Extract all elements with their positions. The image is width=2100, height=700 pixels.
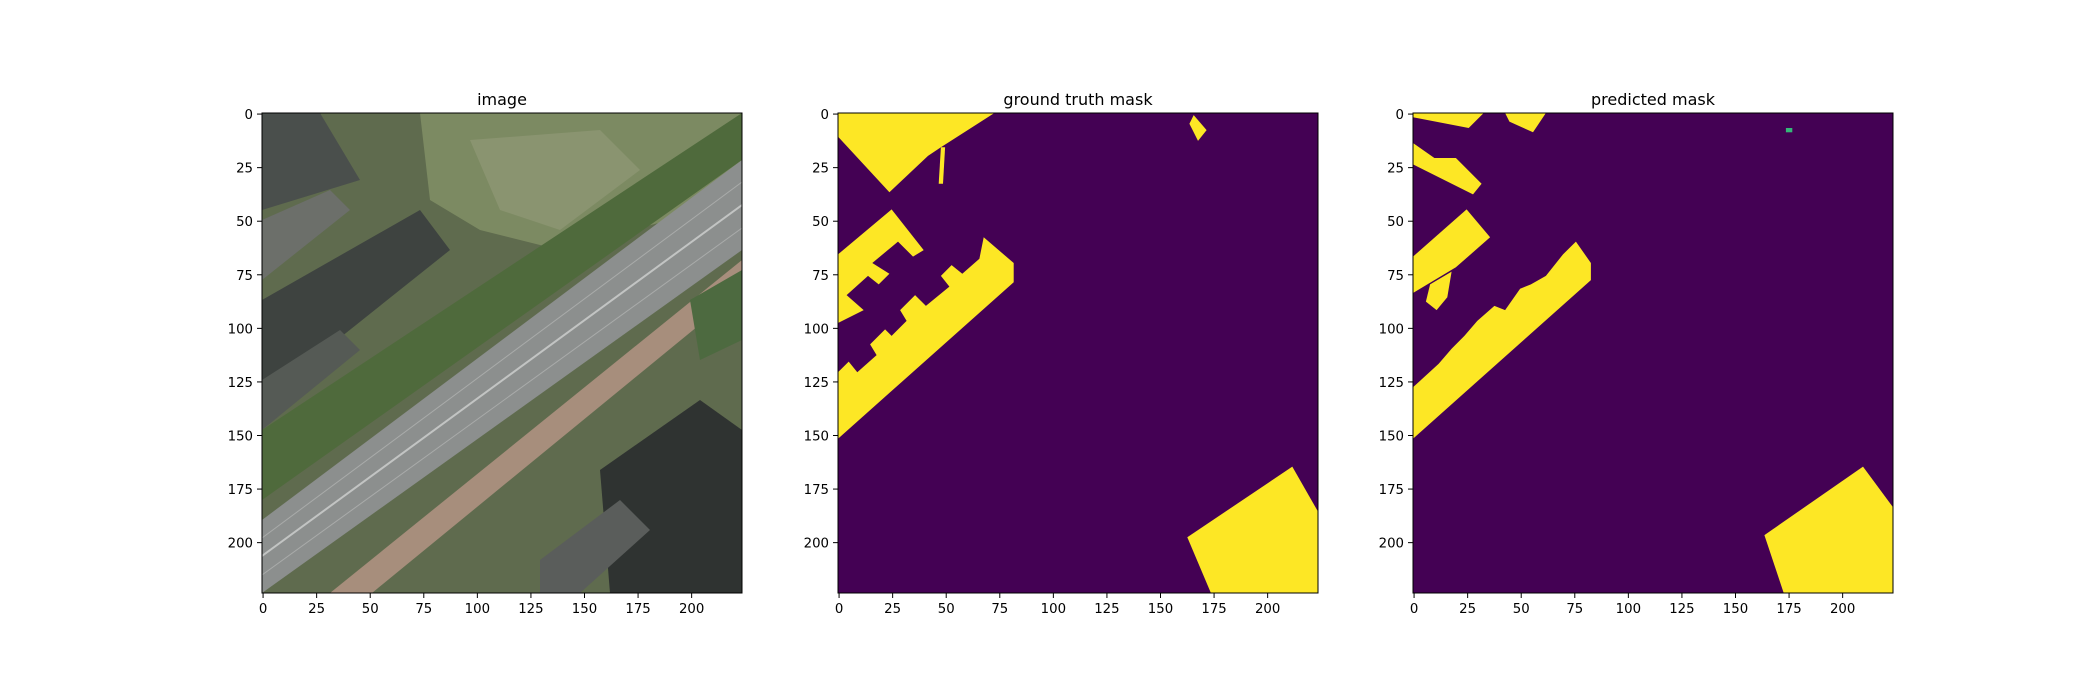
building-region	[838, 237, 1014, 439]
x-tick-label: 50	[1513, 602, 1530, 617]
building-region	[938, 147, 946, 184]
x-tick-label: 75	[991, 602, 1008, 617]
y-tick-label: 25	[812, 162, 829, 177]
x-tick-label: 200	[1830, 602, 1855, 617]
axes-ticks-ground-truth: 0 25 50 75 100 125 150 175 200 0 25 50 75 100 125 150 17…	[804, 108, 1281, 617]
y-tick-label: 100	[228, 322, 253, 337]
ground-truth-mask-panel	[838, 113, 1318, 593]
axes-ticks-image: 0 25 50 75 100 125 150 175 200 0 25 50 75 100 125 150 17…	[228, 108, 705, 617]
speck-region	[1785, 128, 1793, 133]
y-tick-label: 100	[1379, 322, 1404, 337]
x-tick-label: 175	[625, 602, 650, 617]
x-tick-label: 200	[1255, 602, 1280, 617]
aerial-image-panel	[262, 113, 742, 593]
x-tick-label: 100	[1616, 602, 1641, 617]
x-tick-label: 0	[259, 602, 267, 617]
y-tick-label: 75	[236, 269, 253, 284]
x-tick-label: 100	[465, 602, 490, 617]
x-tick-label: 25	[308, 602, 325, 617]
building-region	[1425, 271, 1452, 311]
x-tick-label: 125	[1669, 602, 1694, 617]
y-tick-label: 175	[228, 483, 253, 498]
x-tick-label: 50	[362, 602, 379, 617]
axes-frame-predicted	[1412, 112, 1894, 594]
axes-frame-image	[261, 112, 743, 594]
building-region	[1413, 143, 1482, 195]
y-tick-label: 200	[228, 537, 253, 552]
y-tick-label: 125	[804, 376, 829, 391]
y-tick-label: 125	[1379, 376, 1404, 391]
building-region	[838, 113, 995, 193]
panel-title-image: image	[477, 90, 527, 109]
axes-ticks-predicted: 0 25 50 75 100 125 150 175 200 0 25 50 75 100 125 150 17…	[1379, 108, 1856, 617]
y-tick-label: 0	[245, 108, 253, 123]
building-region	[1764, 466, 1893, 593]
y-tick-label: 175	[1379, 483, 1404, 498]
panel-title-ground-truth: ground truth mask	[1003, 90, 1153, 109]
y-tick-label: 0	[1396, 108, 1404, 123]
x-tick-label: 75	[415, 602, 432, 617]
x-tick-label: 125	[518, 602, 543, 617]
building-region	[1413, 241, 1591, 439]
x-tick-label: 25	[1459, 602, 1476, 617]
y-tick-label: 50	[1387, 215, 1404, 230]
building-region	[1413, 113, 1484, 128]
y-tick-label: 0	[821, 108, 829, 123]
y-tick-label: 150	[228, 430, 253, 445]
x-tick-label: 50	[938, 602, 955, 617]
y-tick-label: 25	[1387, 162, 1404, 177]
y-tick-label: 100	[804, 322, 829, 337]
x-tick-label: 125	[1094, 602, 1119, 617]
x-tick-label: 175	[1201, 602, 1226, 617]
x-tick-label: 25	[884, 602, 901, 617]
predicted-mask-panel	[1413, 113, 1893, 593]
y-tick-label: 75	[812, 269, 829, 284]
x-tick-label: 150	[572, 602, 597, 617]
x-tick-label: 150	[1723, 602, 1748, 617]
x-tick-label: 0	[835, 602, 843, 617]
y-tick-label: 50	[236, 215, 253, 230]
building-region	[838, 209, 924, 323]
x-tick-label: 100	[1041, 602, 1066, 617]
y-tick-label: 75	[1387, 269, 1404, 284]
x-tick-label: 150	[1148, 602, 1173, 617]
y-tick-label: 50	[812, 215, 829, 230]
y-tick-label: 150	[1379, 430, 1404, 445]
y-tick-label: 200	[1379, 537, 1404, 552]
y-tick-label: 200	[804, 537, 829, 552]
building-region	[1505, 113, 1546, 133]
axes-frame-ground-truth	[837, 112, 1319, 594]
y-tick-label: 25	[236, 162, 253, 177]
y-tick-label: 175	[804, 483, 829, 498]
building-region	[1413, 209, 1491, 293]
x-tick-label: 175	[1776, 602, 1801, 617]
x-tick-label: 200	[679, 602, 704, 617]
building-region	[1187, 466, 1318, 593]
x-tick-label: 75	[1566, 602, 1583, 617]
panel-title-predicted: predicted mask	[1591, 90, 1716, 109]
building-region	[1189, 115, 1207, 141]
y-tick-label: 150	[804, 430, 829, 445]
y-tick-label: 125	[228, 376, 253, 391]
x-tick-label: 0	[1410, 602, 1418, 617]
